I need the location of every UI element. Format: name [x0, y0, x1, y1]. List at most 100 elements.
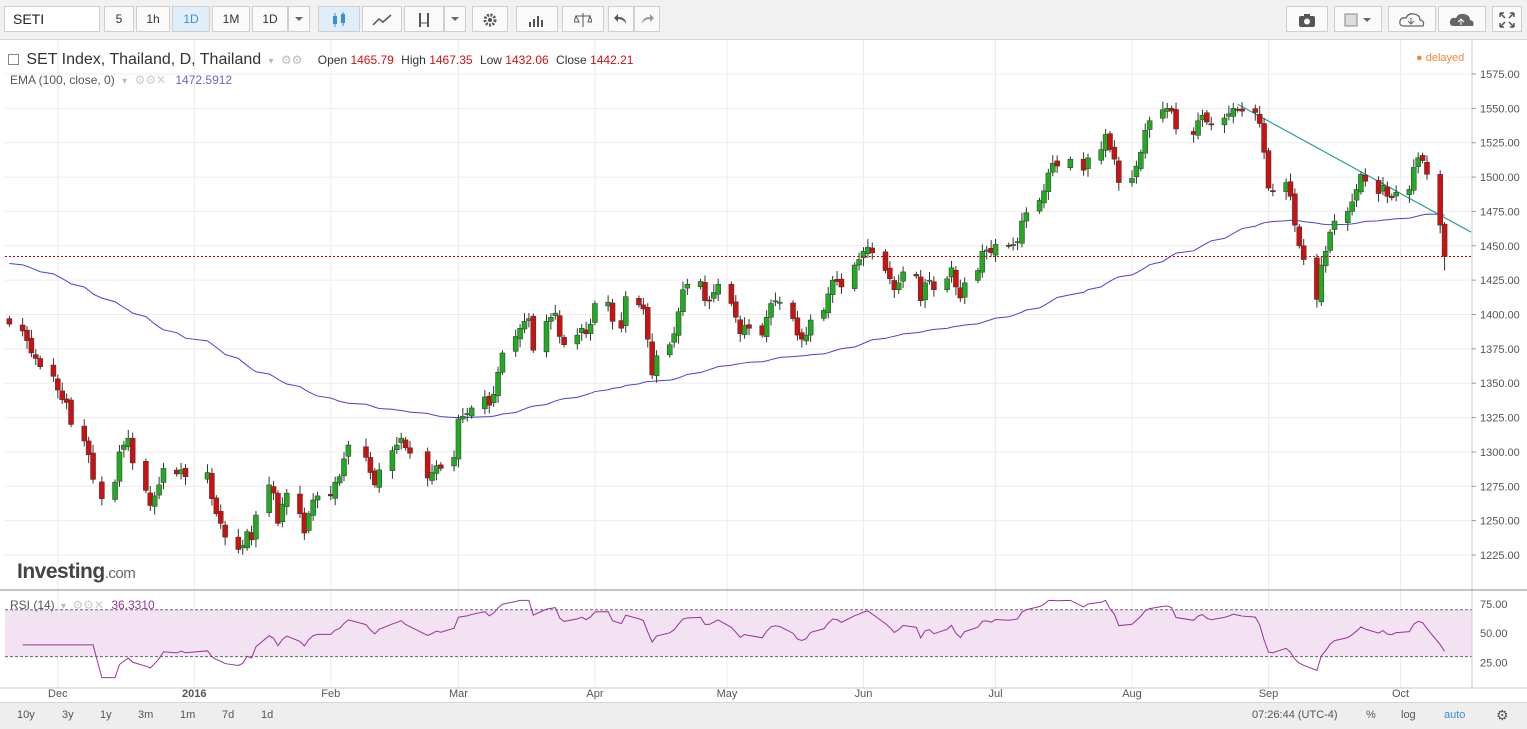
candle — [19, 318, 26, 337]
cloud-download-icon[interactable] — [1388, 6, 1436, 32]
range-3m-button[interactable]: 3m — [138, 709, 154, 721]
candle-body — [1036, 200, 1043, 212]
interval-chevron-icon[interactable] — [288, 6, 310, 32]
candle-body — [671, 333, 677, 343]
candle-body — [217, 511, 224, 524]
candle — [6, 315, 13, 327]
candle — [363, 438, 369, 462]
candle-body — [112, 481, 118, 500]
indicators-icon[interactable] — [362, 6, 402, 32]
collapse-icon[interactable] — [8, 54, 19, 65]
candle-body — [235, 536, 242, 550]
candle-body — [1138, 152, 1144, 169]
candle-body — [1415, 157, 1421, 167]
bottom-settings-gear-icon[interactable]: ⚙ — [1496, 707, 1509, 723]
candle — [913, 271, 920, 279]
legend-settings-icon[interactable]: ⚙⚙ — [280, 53, 303, 67]
candle — [116, 445, 123, 487]
candle-body — [548, 316, 554, 322]
fullscreen-icon[interactable] — [1492, 6, 1522, 32]
candle — [900, 266, 906, 289]
candle — [495, 366, 501, 403]
candle-body — [1331, 220, 1338, 230]
settings-gear-icon[interactable] — [472, 6, 508, 32]
candle — [512, 329, 519, 357]
rsi-chevron-icon[interactable]: ▾ — [61, 601, 67, 612]
time-tick-label: Jul — [989, 688, 1003, 700]
candle-body — [6, 318, 13, 325]
percent-scale-button[interactable]: % — [1366, 709, 1376, 721]
open-label: Open — [317, 53, 348, 67]
candle — [1138, 149, 1144, 172]
chart-area[interactable]: 1442.21 1225.00 1250.00 1275.00 1300.00 1325… — [0, 40, 1527, 702]
redo-icon[interactable] — [634, 6, 660, 32]
candles-chart-type-icon[interactable] — [318, 6, 360, 32]
candle-body — [213, 497, 220, 515]
symbol-input[interactable]: SETI — [4, 6, 100, 32]
candle-body — [37, 358, 43, 367]
range-10y-button[interactable]: 10y — [17, 709, 35, 721]
candle-body — [81, 425, 87, 442]
scale-balance-icon[interactable] — [562, 6, 604, 32]
auto-scale-button[interactable]: auto — [1444, 709, 1466, 721]
candle — [1085, 153, 1091, 177]
log-scale-button[interactable]: log — [1401, 709, 1416, 721]
interval-dropdown-button[interactable]: 1D — [252, 6, 288, 32]
layout-box-icon[interactable] — [1334, 6, 1382, 32]
range-1m-button[interactable]: 1m — [180, 709, 196, 721]
interval-1d-button[interactable]: 1D — [172, 6, 210, 32]
candle-body — [222, 524, 228, 538]
ema-settings-icon[interactable]: ⚙⚙✕ — [134, 73, 167, 87]
candle-body — [1252, 108, 1259, 113]
candle — [680, 281, 686, 316]
range-1d-button[interactable]: 1d — [261, 709, 274, 721]
delayed-badge: ● delayed — [1416, 52, 1464, 64]
candle — [460, 407, 466, 424]
high-value: 1467.35 — [429, 53, 473, 67]
candle — [1349, 193, 1355, 216]
legend-chevron-icon[interactable]: ▾ — [268, 56, 274, 67]
candle — [979, 244, 986, 278]
camera-icon[interactable] — [1286, 6, 1328, 32]
candle-body — [1270, 190, 1276, 192]
candle — [944, 276, 950, 293]
candle — [1036, 197, 1043, 214]
candle — [394, 436, 400, 454]
ema-layer — [9, 213, 1445, 418]
range-7d-button[interactable]: 7d — [222, 709, 235, 721]
candle — [367, 451, 374, 480]
ema-chevron-icon[interactable]: ▾ — [122, 76, 128, 87]
candle — [1441, 221, 1448, 271]
candle-body — [961, 282, 968, 298]
candle — [1230, 102, 1237, 124]
candle — [517, 324, 523, 348]
candle-body — [1265, 150, 1272, 189]
range-1y-button[interactable]: 1y — [100, 709, 112, 721]
interval-1h-button[interactable]: 1h — [136, 6, 170, 32]
rsi-settings-icon[interactable]: ⚙⚙✕ — [72, 598, 104, 612]
candle-body — [1292, 193, 1298, 226]
compare-chevron-icon[interactable] — [444, 6, 466, 32]
candle — [746, 319, 752, 336]
volume-bars-icon[interactable] — [516, 6, 558, 32]
interval-5-button[interactable]: 5 — [104, 6, 134, 32]
cloud-upload-icon[interactable] — [1438, 6, 1486, 32]
candle-body — [1327, 231, 1333, 251]
candle — [1111, 140, 1118, 165]
price-tick-label: 1475.00 — [1480, 206, 1520, 218]
undo-icon[interactable] — [608, 6, 634, 32]
delayed-text: delayed — [1425, 52, 1465, 64]
interval-1m-button[interactable]: 1M — [212, 6, 250, 32]
low-label: Low — [479, 53, 502, 67]
candle — [609, 298, 616, 330]
candle — [1292, 188, 1298, 233]
candle — [81, 419, 87, 447]
candle — [1362, 168, 1369, 187]
candle-body — [763, 316, 770, 338]
candle — [1133, 160, 1140, 184]
investing-logo: Investing.com — [17, 560, 136, 584]
candle-body — [1054, 160, 1060, 167]
price-chart[interactable]: 1442.21 1225.00 1250.00 1275.00 1300.00 1325… — [0, 40, 1527, 702]
range-3y-button[interactable]: 3y — [62, 709, 74, 721]
compare-icon[interactable] — [404, 6, 444, 32]
